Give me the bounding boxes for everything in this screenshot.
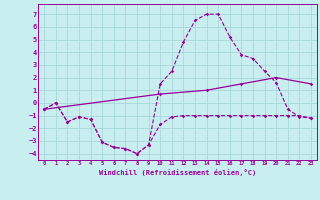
- X-axis label: Windchill (Refroidissement éolien,°C): Windchill (Refroidissement éolien,°C): [99, 169, 256, 176]
